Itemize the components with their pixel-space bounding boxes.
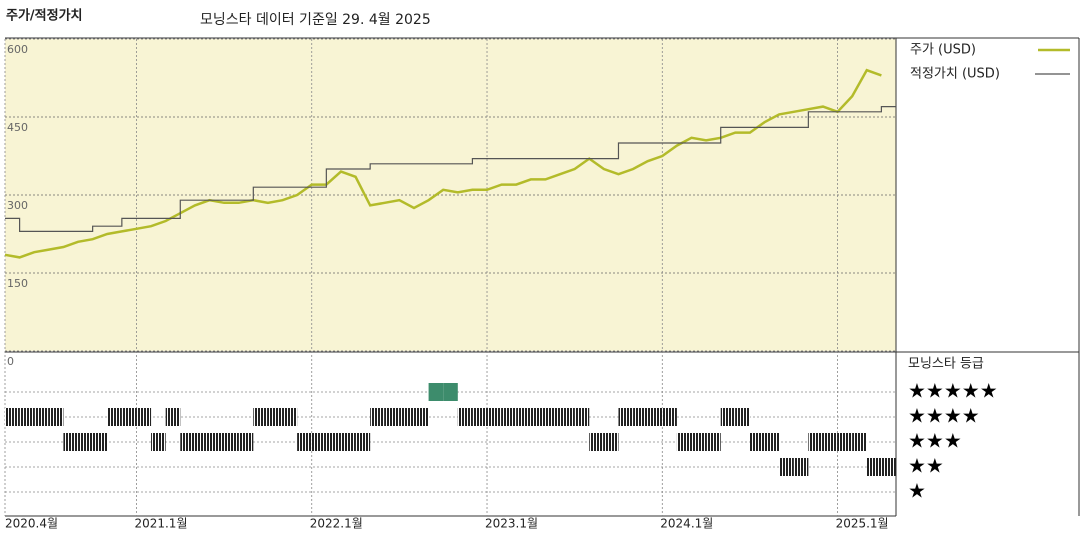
rating-bar <box>881 458 896 476</box>
rating-bar <box>413 408 429 426</box>
rating-bar <box>487 408 502 426</box>
rating-bar <box>443 383 458 401</box>
rating-bar <box>618 408 634 426</box>
rating-bar <box>63 433 79 451</box>
rating-bar <box>107 408 122 426</box>
rating-bar <box>19 408 35 426</box>
rating-bar <box>48 408 64 426</box>
rating-bar <box>516 408 531 426</box>
rating-bar <box>355 433 371 451</box>
rating-bar <box>165 408 181 426</box>
rating-bar <box>78 433 93 451</box>
rating-level-label: ★★ <box>908 454 944 478</box>
chart-subtitle: 모닝스타 데이터 기준일 29. 4월 2025 <box>200 12 431 28</box>
x-tick-label: 2023.1월 <box>485 517 538 531</box>
rating-bar <box>749 433 765 451</box>
rating-bar <box>574 408 590 426</box>
x-tick-label: 2021.1월 <box>134 517 187 531</box>
rating-bar <box>866 458 882 476</box>
rating-bar <box>428 383 444 401</box>
x-tick-label: 2020.4월 <box>5 517 58 531</box>
x-tick-label: 2025.1월 <box>836 517 889 531</box>
rating-bar <box>121 408 137 426</box>
rating-level-label: ★★★★★ <box>908 379 998 403</box>
rating-bar <box>720 408 736 426</box>
rating-bar <box>501 408 517 426</box>
rating-bar <box>852 433 867 451</box>
rating-title: 모닝스타 등급 <box>908 357 984 372</box>
rating-bar <box>603 433 619 451</box>
rating-bar <box>136 408 152 426</box>
rating-bar <box>691 433 707 451</box>
y-tick-label: 450 <box>7 121 28 134</box>
rating-bar <box>662 408 677 426</box>
rating-bar <box>267 408 283 426</box>
rating-bar <box>92 433 108 451</box>
rating-level-label: ★★★ <box>908 429 962 453</box>
rating-bar <box>384 408 400 426</box>
rating-bar <box>837 433 853 451</box>
y-tick-label: 600 <box>7 43 28 56</box>
rating-bar <box>735 408 750 426</box>
rating-bar <box>34 408 49 426</box>
rating-bar <box>297 433 312 451</box>
rating-bar <box>253 408 268 426</box>
legend-label: 적정가치 (USD) <box>910 67 1000 82</box>
rating-level-label: ★★★★ <box>908 404 980 428</box>
rating-bar <box>282 408 298 426</box>
rating-bar <box>822 433 838 451</box>
rating-bar <box>326 433 341 451</box>
rating-bar <box>589 433 604 451</box>
y-tick-label: 300 <box>7 199 28 212</box>
rating-bar <box>194 433 210 451</box>
rating-level-label: ★ <box>908 479 926 503</box>
rating-bar <box>779 458 794 476</box>
rating-bar <box>238 433 254 451</box>
rating-bar <box>472 408 488 426</box>
rating-bar <box>676 433 692 451</box>
rating-bar <box>224 433 239 451</box>
rating-bar <box>399 408 414 426</box>
series-line <box>4 68 882 259</box>
y-tick-label: 0 <box>7 355 14 368</box>
rating-bar <box>5 408 20 426</box>
rating-bar <box>560 408 575 426</box>
rating-bar <box>311 433 327 451</box>
rating-bar <box>151 433 166 451</box>
series-line <box>5 106 896 232</box>
rating-bar <box>530 408 546 426</box>
rating-bar <box>209 433 225 451</box>
x-tick-label: 2024.1월 <box>660 517 713 531</box>
rating-bar <box>545 408 561 426</box>
rating-bar <box>457 408 473 426</box>
rating-bar <box>370 408 385 426</box>
x-tick-label: 2022.1월 <box>310 517 363 531</box>
rating-bar <box>793 458 809 476</box>
y-tick-label: 150 <box>7 277 28 290</box>
rating-bar <box>706 433 721 451</box>
rating-bar <box>633 408 648 426</box>
rating-bar <box>340 433 356 451</box>
rating-bar <box>180 433 195 451</box>
rating-bar <box>647 408 663 426</box>
chart-title: 주가/적정가치 <box>6 8 83 24</box>
rating-bar <box>764 433 780 451</box>
legend-label: 주가 (USD) <box>910 43 976 58</box>
rating-bar <box>808 433 823 451</box>
